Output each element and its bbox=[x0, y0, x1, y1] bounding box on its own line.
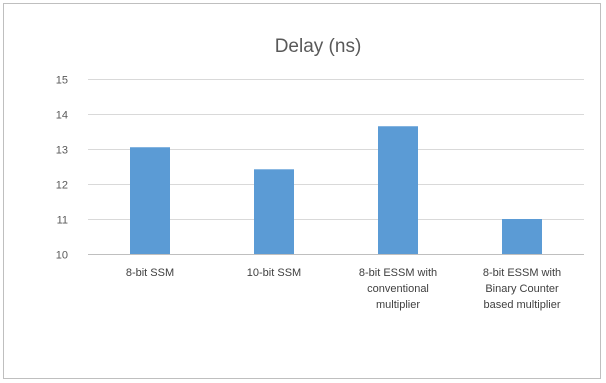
bar bbox=[254, 169, 294, 254]
y-tick-label: 15 bbox=[56, 75, 68, 87]
gridlines bbox=[88, 79, 584, 255]
bar bbox=[378, 126, 418, 254]
x-category-label: 8-bit SSM bbox=[126, 267, 174, 279]
bar bbox=[502, 219, 542, 254]
x-category-label: 8-bit ESSM with Binary Counter based multi… bbox=[483, 267, 561, 311]
x-category-label: 10-bit SSM bbox=[247, 267, 301, 279]
y-tick-label: 11 bbox=[57, 215, 68, 227]
x-category-label: 8-bit ESSM with conventional multiplier bbox=[359, 267, 437, 311]
bar bbox=[130, 147, 170, 254]
y-tick-label: 14 bbox=[56, 110, 68, 122]
y-axis-tick-labels: 10 11 12 13 14 15 bbox=[56, 75, 68, 262]
y-tick-label: 12 bbox=[56, 180, 68, 192]
y-tick-label: 13 bbox=[56, 145, 68, 157]
chart-title: Delay (ns) bbox=[275, 36, 362, 57]
bars bbox=[130, 126, 542, 254]
chart-frame bbox=[3, 3, 601, 379]
y-tick-label: 10 bbox=[56, 250, 68, 262]
x-axis-category-labels: 8-bit SSM 10-bit SSM 8-bit ESSM with conven… bbox=[126, 267, 561, 311]
